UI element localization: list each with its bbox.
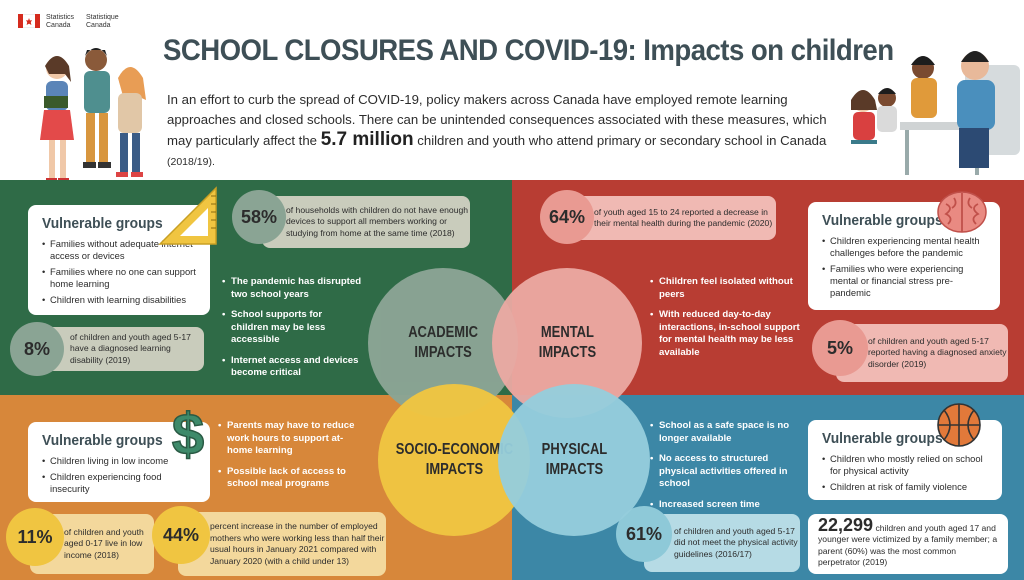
agency-name-en: Statistics Canada [46,14,75,29]
family-illustration [851,51,1020,175]
mental-stat-anxiety-value: 5% [812,320,868,376]
brain-icon [937,191,987,233]
socio-stat-income-value: 11% [6,508,64,566]
socio-economic-impacts-label-line-1: SOCIO-ECONOMIC [395,441,513,458]
academic-stat-disability-value: 8% [10,322,64,376]
socio-vulnerable-card: Vulnerable groups Children living in low… [28,422,210,502]
physical-bullet: No access to structured physical activit… [650,453,798,491]
physical-impacts-label: PHYSICAL IMPACTS [538,440,611,480]
agency-name-fr: Statistique Canada [86,14,119,29]
academic-stat-devices-text: of households with children do not have … [286,204,469,238]
canada-flag-icon [18,14,40,28]
physical-bullets: School as a safe space is no longer avai… [650,420,798,519]
intro-text-1: In an effort to curb the spread of COVID… [167,92,827,148]
socio-stat-mothers-text: percent increase in the number of employ… [210,521,385,566]
physical-vulnerable-title: Vulnerable groups [822,430,943,447]
socio-economic-impacts-label-line-2: IMPACTS [425,461,483,478]
academic-bullets: The pandemic has disrupted two school ye… [222,276,362,388]
mental-stat-decrease-text: of youth aged 15 to 24 reported a decrea… [594,206,773,229]
intro-paragraph: In an effort to curb the spread of COVID… [167,90,847,172]
mental-bullet: Children feel isolated without peers [650,276,800,301]
mental-bullet: With reduced day-to-day interactions, in… [650,309,800,359]
physical-stat-victims-desc: children and youth aged 17 and younger w… [818,522,998,568]
physical-stat-victims-text: 22,299 children and youth aged 17 and yo… [818,516,998,569]
socio-economic-impacts-label: SOCIO-ECONOMIC IMPACTS [389,440,519,480]
mental-group-item: Children experiencing mental health chal… [822,235,986,259]
page-title: SCHOOL CLOSURES AND COVID-19: Impacts on… [163,34,894,67]
mental-impacts-label-line-2: IMPACTS [538,344,596,361]
physical-impacts-label-line-1: PHYSICAL [541,441,607,458]
socio-group-item: Children experiencing food insecurity [42,471,196,495]
mental-stat-anxiety-text: of children and youth aged 5-17 reported… [868,335,1007,369]
physical-bullet: School as a safe space is no longer avai… [650,420,798,445]
socio-bullet: Possible lack of access to school meal p… [218,466,366,491]
socio-group-item: Children living in low income [42,455,196,467]
students-illustration [40,48,146,183]
academic-stat-devices-value: 58% [232,190,286,244]
academic-stat-devices: of households with children do not have … [262,196,470,248]
dollar-sign-icon: $ [171,401,205,462]
mental-stat-decrease-value: 64% [540,190,594,244]
set-square-icon [158,186,217,245]
academic-impacts-label-line-1: ACADEMIC [408,324,478,341]
intro-highlight: 5.7 million [320,129,414,150]
physical-impacts-label-line-2: IMPACTS [545,461,603,478]
academic-vulnerable-title: Vulnerable groups [42,215,163,232]
mental-impacts-label: MENTAL IMPACTS [535,323,599,363]
mental-impacts-label-line-1: MENTAL [540,324,594,341]
academic-bullet: Internet access and devices become criti… [222,355,362,380]
mental-stat-decrease: of youth aged 15 to 24 reported a decrea… [566,196,776,240]
socio-stat-income-text: of children and youth aged 0-17 live in … [64,526,144,560]
academic-impacts-label: ACADEMIC IMPACTS [404,323,482,363]
academic-group-item: Families where no one can support home l… [42,266,196,290]
agency-name: Statistics Canada Statistique Canada [46,14,130,30]
academic-bullet: The pandemic has disrupted two school ye… [222,276,362,301]
mental-bullets: Children feel isolated without peers Wit… [650,276,800,367]
physical-vulnerable-card: Vulnerable groups Children who mostly re… [808,420,1002,500]
socio-vulnerable-title: Vulnerable groups [42,432,163,449]
basketball-icon [937,403,981,447]
academic-group-item: Families without adequate internet acces… [42,238,196,262]
academic-bullet: School supports for children may be less… [222,309,362,347]
socio-stat-mothers-value: 44% [152,506,210,564]
physical-stat-victims-value: 22,299 [818,514,874,535]
mental-group-item: Families who were experiencing mental or… [822,263,986,299]
physical-stat-victims: 22,299 children and youth aged 17 and yo… [808,514,1008,574]
academic-group-item: Children with learning disabilities [42,294,196,306]
physical-bullet: Increased screen time [650,499,798,512]
intro-text-2: children and youth who attend primary or… [413,133,827,148]
socio-bullets: Parents may have to reduce work hours to… [218,420,366,499]
physical-group-item: Children who mostly relied on school for… [822,453,988,477]
svg-text:$: $ [172,402,204,462]
socio-bullet: Parents may have to reduce work hours to… [218,420,366,458]
academic-stat-disability-text: of children and youth aged 5-17 have a d… [70,331,191,365]
physical-impacts-circle: PHYSICAL IMPACTS [498,384,650,536]
physical-group-item: Children at risk of family violence [822,481,988,493]
academic-vulnerable-card: Vulnerable groups Families without adequ… [28,205,210,315]
socio-stat-mothers: percent increase in the number of employ… [178,512,386,576]
physical-stat-activity-text: of children and youth aged 5-17 did not … [674,525,798,559]
mental-vulnerable-title: Vulnerable groups [822,212,943,229]
statcan-logo: Statistics Canada Statistique Canada [18,14,130,30]
academic-impacts-label-line-2: IMPACTS [414,344,472,361]
intro-year: (2018/19). [167,156,215,168]
